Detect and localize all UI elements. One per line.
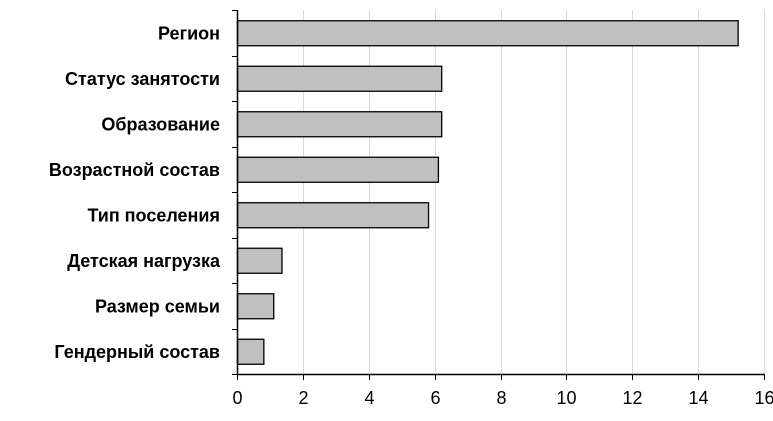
bar-2 [236, 65, 443, 92]
x-tick-label-16: 16 [754, 388, 773, 408]
category-label-4: Возрастной состав [49, 160, 220, 180]
bar-6 [236, 247, 283, 274]
category-label-1: Регион [158, 23, 220, 43]
bar-4 [236, 156, 440, 183]
category-label-3: Образование [101, 114, 220, 134]
category-labels: Регион Статус занятости Образование Возраст… [49, 23, 221, 362]
bar-5 [236, 202, 430, 229]
bar-7 [236, 293, 275, 320]
bar-3 [236, 111, 443, 138]
x-tick-label-6: 6 [430, 388, 440, 408]
x-tick-label-8: 8 [496, 388, 506, 408]
x-tick-label-2: 2 [298, 388, 308, 408]
grid-lines [303, 10, 765, 374]
bars [236, 20, 739, 365]
bar-8 [236, 338, 265, 365]
x-tick-label-10: 10 [556, 388, 576, 408]
x-tick-label-14: 14 [688, 388, 708, 408]
category-label-7: Размер семьи [95, 296, 220, 316]
x-tick-labels: 0 2 4 6 8 10 12 14 16 [232, 388, 773, 408]
category-label-2: Статус занятости [65, 69, 220, 89]
x-tick-label-12: 12 [622, 388, 642, 408]
category-label-5: Тип поселения [87, 205, 220, 225]
bar-1 [236, 20, 739, 47]
category-label-6: Детская нагрузка [67, 251, 221, 271]
category-label-8: Гендерный состав [54, 342, 220, 362]
x-tick-label-0: 0 [232, 388, 242, 408]
x-tick-label-4: 4 [364, 388, 374, 408]
axes [232, 10, 765, 380]
